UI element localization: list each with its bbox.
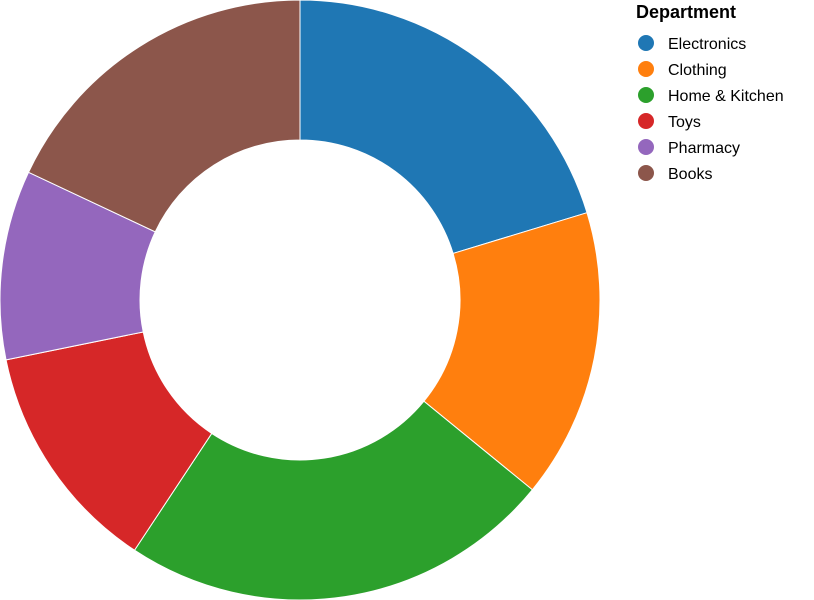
legend-items: Electronics Clothing Home & Kitchen Toys Pha…	[638, 35, 784, 183]
slice-home-and-kitchen	[133, 400, 534, 600]
legend-swatch	[638, 87, 654, 103]
slice-electronics	[299, 0, 588, 255]
legend-label: Clothing	[668, 62, 727, 79]
legend-item-books: Books	[638, 165, 712, 183]
legend-item-pharmacy: Pharmacy	[638, 139, 740, 157]
legend-swatch	[638, 139, 654, 155]
slice-toys	[5, 331, 213, 551]
legend-title: Department	[636, 2, 736, 22]
legend-item-toys: Toys	[638, 113, 701, 131]
legend-label: Books	[668, 166, 712, 183]
legend-label: Pharmacy	[668, 140, 740, 157]
legend: Department Electronics Clothing Home & Kit…	[636, 2, 784, 183]
legend-swatch	[638, 35, 654, 51]
legend-label: Toys	[668, 114, 701, 131]
slice-clothing	[423, 212, 601, 491]
slice-books	[27, 0, 301, 233]
legend-item-clothing: Clothing	[638, 61, 727, 79]
legend-swatch	[638, 165, 654, 181]
legend-label: Home & Kitchen	[668, 88, 784, 105]
legend-item-electronics: Electronics	[638, 35, 746, 53]
legend-swatch	[638, 113, 654, 129]
legend-label: Electronics	[668, 36, 746, 53]
legend-swatch	[638, 61, 654, 77]
legend-item-home-and-kitchen: Home & Kitchen	[638, 87, 784, 105]
slices-group	[0, 0, 601, 600]
